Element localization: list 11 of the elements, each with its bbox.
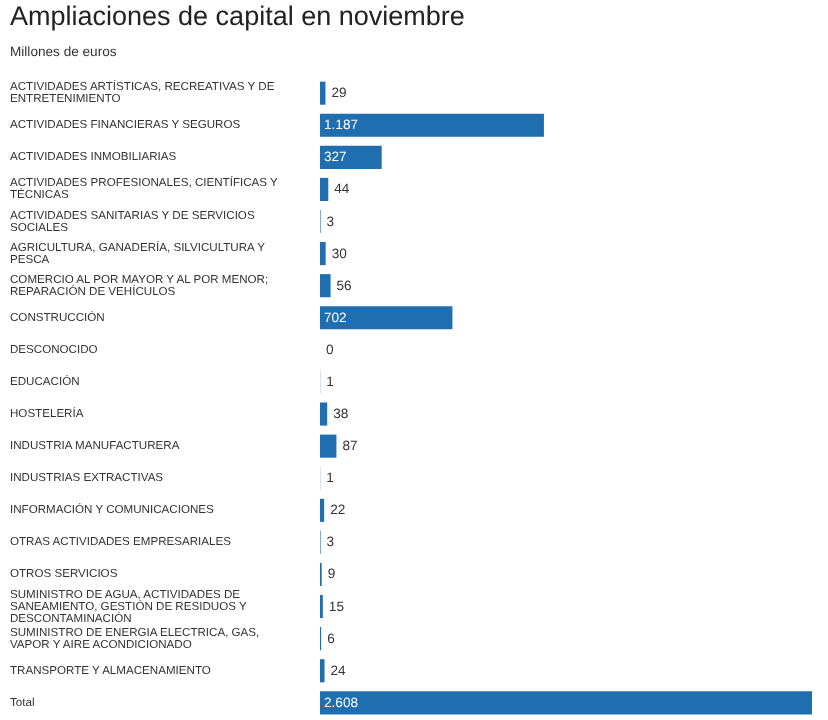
bar bbox=[320, 402, 328, 426]
bar bbox=[320, 274, 331, 298]
bar bbox=[320, 691, 812, 715]
bar bbox=[320, 242, 326, 266]
bar bbox=[320, 145, 382, 169]
bar bbox=[320, 434, 337, 458]
bar bbox=[320, 306, 453, 330]
bar bbox=[320, 177, 329, 201]
bar bbox=[320, 113, 544, 137]
bar bbox=[320, 81, 326, 105]
chart-title: Ampliaciones de capital en noviembre bbox=[10, 1, 465, 32]
